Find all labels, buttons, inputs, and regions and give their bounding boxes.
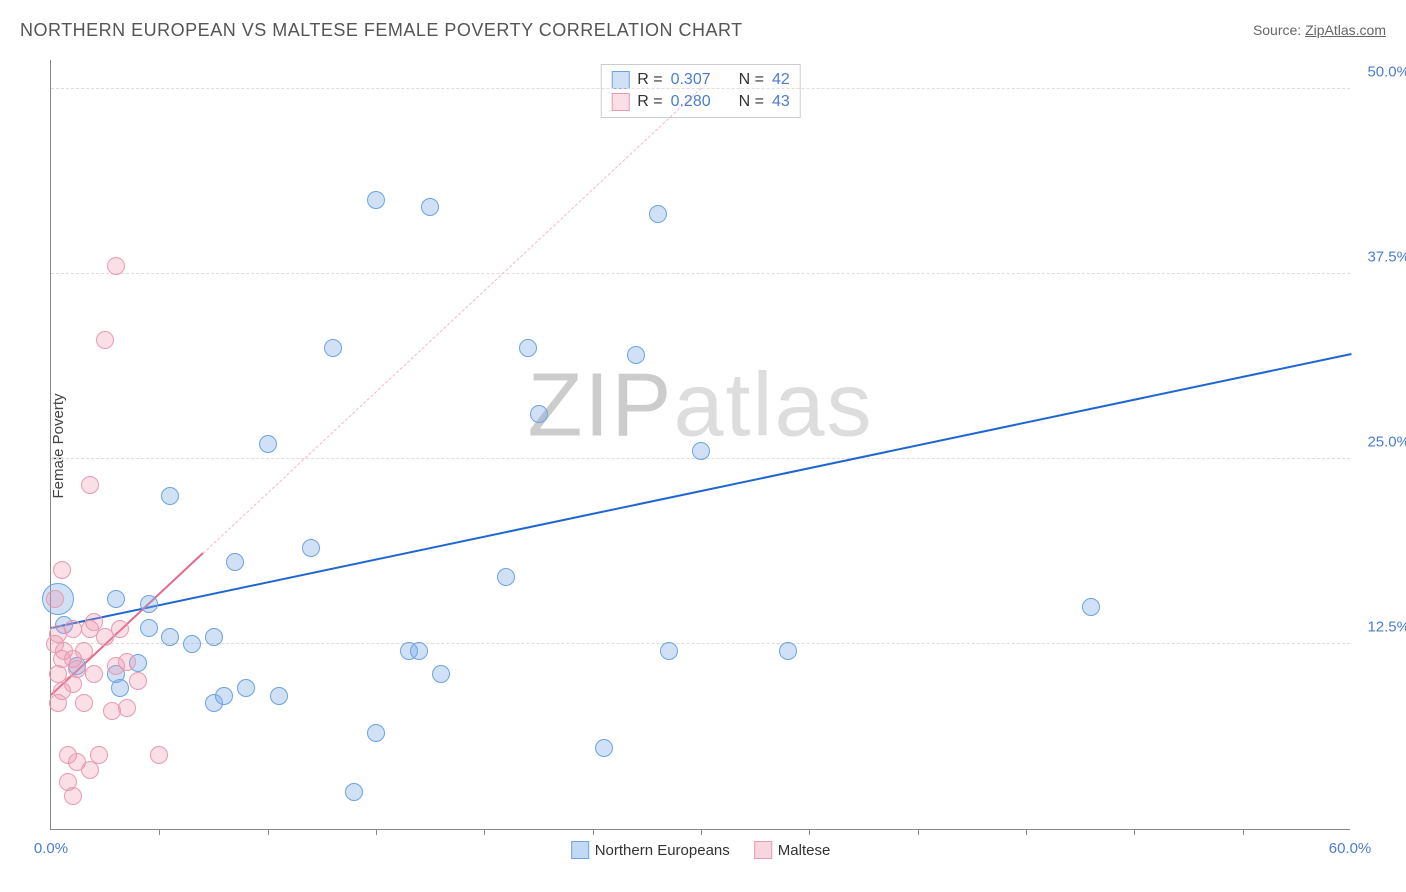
data-point bbox=[111, 679, 129, 697]
series-legend-item: Northern Europeans bbox=[571, 841, 730, 859]
stats-legend-row: R =0.280N =43 bbox=[611, 91, 790, 113]
series-legend: Northern Europeans Maltese bbox=[571, 841, 831, 859]
data-point bbox=[205, 628, 223, 646]
data-point bbox=[118, 699, 136, 717]
y-tick-label: 12.5% bbox=[1355, 618, 1406, 635]
gridline bbox=[51, 643, 1350, 644]
x-tick-mark bbox=[1243, 829, 1244, 835]
data-point bbox=[161, 487, 179, 505]
data-point bbox=[85, 665, 103, 683]
x-tick-mark bbox=[268, 829, 269, 835]
data-point bbox=[64, 620, 82, 638]
source-link[interactable]: ZipAtlas.com bbox=[1305, 22, 1386, 38]
y-tick-label: 50.0% bbox=[1355, 63, 1406, 80]
x-tick-mark bbox=[918, 829, 919, 835]
r-value: 0.307 bbox=[671, 71, 711, 89]
x-tick-mark bbox=[593, 829, 594, 835]
source-attribution: Source: ZipAtlas.com bbox=[1253, 22, 1386, 38]
data-point bbox=[367, 724, 385, 742]
data-point bbox=[237, 679, 255, 697]
data-point bbox=[367, 191, 385, 209]
n-label: N = bbox=[739, 71, 764, 89]
legend-swatch bbox=[571, 841, 589, 859]
x-axis-max-label: 60.0% bbox=[1329, 840, 1372, 857]
data-point bbox=[53, 561, 71, 579]
data-point bbox=[226, 553, 244, 571]
r-label: R = bbox=[637, 93, 662, 111]
trend-line bbox=[51, 353, 1351, 629]
x-tick-mark bbox=[1134, 829, 1135, 835]
data-point bbox=[81, 476, 99, 494]
n-label: N = bbox=[739, 93, 764, 111]
data-point bbox=[519, 339, 537, 357]
data-point bbox=[107, 590, 125, 608]
data-point bbox=[68, 660, 86, 678]
x-tick-mark bbox=[809, 829, 810, 835]
source-label: Source: bbox=[1253, 22, 1301, 38]
data-point bbox=[497, 568, 515, 586]
legend-swatch bbox=[611, 71, 629, 89]
data-point bbox=[259, 435, 277, 453]
data-point bbox=[90, 746, 108, 764]
data-point bbox=[75, 694, 93, 712]
legend-swatch bbox=[611, 93, 629, 111]
y-tick-label: 37.5% bbox=[1355, 248, 1406, 265]
data-point bbox=[161, 628, 179, 646]
data-point bbox=[1082, 598, 1100, 616]
watermark-bold: ZIP bbox=[527, 356, 673, 456]
watermark-light: atlas bbox=[673, 356, 873, 456]
series-legend-label: Northern Europeans bbox=[595, 842, 730, 859]
legend-swatch bbox=[754, 841, 772, 859]
x-tick-mark bbox=[376, 829, 377, 835]
x-axis-min-label: 0.0% bbox=[34, 840, 68, 857]
r-label: R = bbox=[637, 71, 662, 89]
data-point bbox=[111, 620, 129, 638]
n-value: 42 bbox=[772, 71, 790, 89]
data-point bbox=[410, 642, 428, 660]
data-point bbox=[627, 346, 645, 364]
data-point bbox=[64, 787, 82, 805]
plot-area: ZIPatlas 0.0% 60.0% R =0.307N =42R =0.28… bbox=[50, 60, 1350, 830]
data-point bbox=[595, 739, 613, 757]
data-point bbox=[530, 405, 548, 423]
n-value: 43 bbox=[772, 93, 790, 111]
data-point bbox=[779, 642, 797, 660]
x-tick-mark bbox=[1026, 829, 1027, 835]
gridline bbox=[51, 273, 1350, 274]
y-tick-label: 25.0% bbox=[1355, 433, 1406, 450]
data-point bbox=[270, 687, 288, 705]
series-legend-item: Maltese bbox=[754, 841, 831, 859]
data-point bbox=[150, 746, 168, 764]
data-point bbox=[107, 257, 125, 275]
data-point bbox=[183, 635, 201, 653]
data-point bbox=[660, 642, 678, 660]
data-point bbox=[324, 339, 342, 357]
data-point bbox=[649, 205, 667, 223]
stats-legend: R =0.307N =42R =0.280N =43 bbox=[600, 64, 801, 118]
data-point bbox=[46, 590, 64, 608]
x-tick-mark bbox=[159, 829, 160, 835]
data-point bbox=[692, 442, 710, 460]
data-point bbox=[140, 619, 158, 637]
data-point bbox=[432, 665, 450, 683]
data-point bbox=[118, 653, 136, 671]
data-point bbox=[421, 198, 439, 216]
data-point bbox=[140, 595, 158, 613]
chart-title: NORTHERN EUROPEAN VS MALTESE FEMALE POVE… bbox=[20, 20, 743, 41]
data-point bbox=[75, 642, 93, 660]
x-tick-mark bbox=[484, 829, 485, 835]
data-point bbox=[215, 687, 233, 705]
x-tick-mark bbox=[701, 829, 702, 835]
data-point bbox=[345, 783, 363, 801]
series-legend-label: Maltese bbox=[778, 842, 831, 859]
data-point bbox=[96, 331, 114, 349]
trend-line-extrapolation bbox=[202, 88, 701, 554]
data-point bbox=[129, 672, 147, 690]
data-point bbox=[302, 539, 320, 557]
